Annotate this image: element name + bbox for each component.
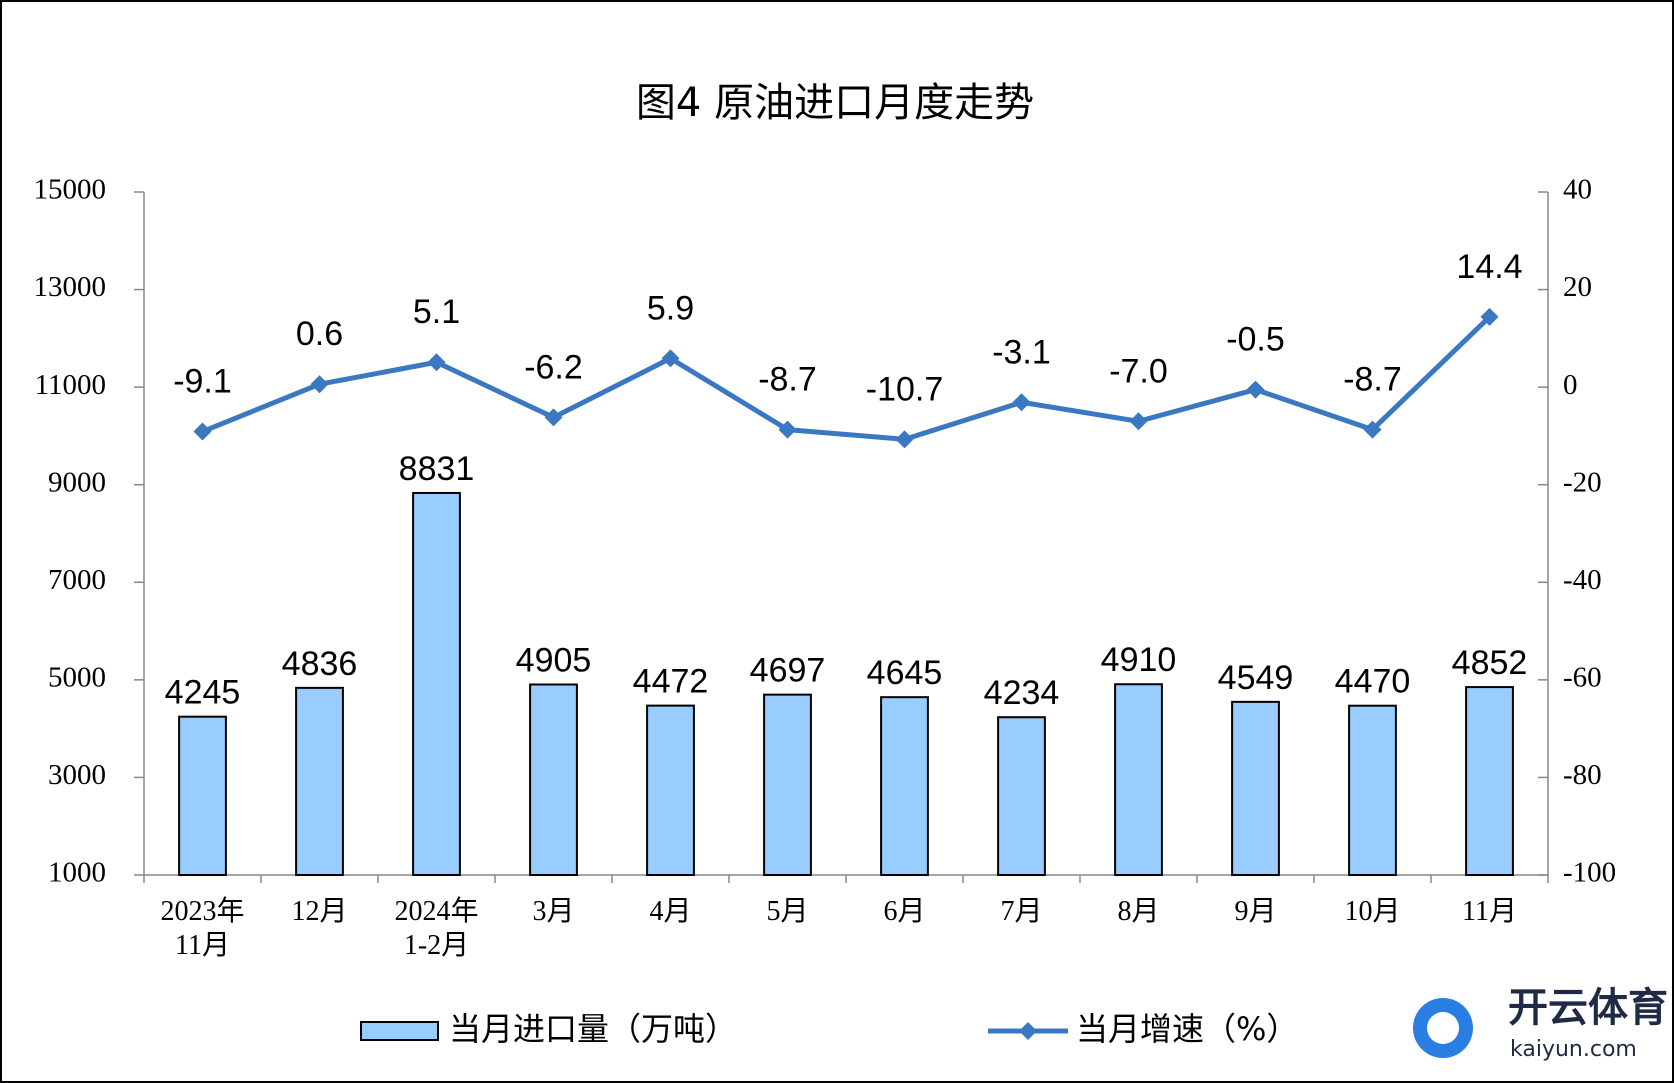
line-value-label: -6.2	[524, 348, 583, 386]
line-marker	[661, 349, 680, 368]
bar-value-label: 4472	[633, 663, 709, 701]
x-tick-label: 3月	[532, 896, 575, 927]
chart-title: 图4 原油进口月度走势	[636, 80, 1034, 126]
line-value-label: 5.9	[647, 289, 694, 327]
x-tick-label: 7月	[1000, 896, 1043, 927]
y-tick-label: 11000	[35, 369, 106, 401]
y2-tick-label: -80	[1563, 759, 1602, 791]
x-tick-label: 10月	[1344, 896, 1401, 927]
line-value-label: 14.4	[1456, 248, 1522, 286]
watermark: 开云体育 kaiyun.com	[1413, 985, 1668, 1062]
bar	[646, 704, 695, 877]
line-marker	[895, 430, 914, 449]
line-value-label: -0.5	[1226, 321, 1285, 359]
bar	[529, 683, 578, 876]
y2-tick-label: -100	[1563, 857, 1616, 889]
line-marker	[193, 422, 212, 441]
y2-tick-label: 0	[1563, 369, 1578, 401]
line-marker	[1480, 307, 1499, 326]
y-tick-label: 15000	[34, 174, 107, 206]
x-tick-label: 11月	[1462, 896, 1517, 927]
bar-value-label: 4645	[867, 654, 943, 692]
x-tick-label: 12月	[291, 896, 348, 927]
bar	[178, 715, 227, 877]
y2-tick-label: 20	[1563, 271, 1592, 303]
x-tick-label: 9月	[1234, 896, 1277, 927]
line-marker	[1129, 412, 1148, 431]
line-value-label: -8.7	[1343, 361, 1402, 399]
line-marker	[778, 420, 797, 439]
y-tick-label: 13000	[34, 271, 107, 303]
y-tick-label: 1000	[48, 857, 106, 889]
bar	[880, 696, 929, 877]
bar-value-label: 4234	[984, 674, 1060, 712]
line-value-label: 0.6	[296, 315, 343, 353]
bar	[1348, 704, 1397, 876]
line-marker	[310, 375, 329, 394]
line-value-label: -10.7	[866, 370, 944, 408]
bar-value-label: 4549	[1218, 659, 1294, 697]
x-tick-label: 8月	[1117, 896, 1160, 927]
x-tick-label: 2023年 11月	[160, 896, 245, 961]
bar	[1465, 686, 1514, 877]
y-tick-label: 7000	[48, 564, 106, 596]
y-tick-label: 3000	[48, 759, 106, 791]
legend-swatch	[360, 1021, 439, 1041]
bar-value-label: 8831	[399, 450, 475, 488]
bar-value-label: 4697	[750, 652, 826, 690]
bar-value-label: 4905	[516, 641, 592, 679]
bar	[412, 491, 461, 876]
y-tick-label: 9000	[48, 466, 106, 498]
line-marker	[1363, 420, 1382, 439]
watermark-icon	[1427, 1012, 1459, 1044]
watermark-brand: 开云体育	[1508, 985, 1668, 1031]
y2-tick-label: -40	[1563, 564, 1602, 596]
legend-label: 当月进口量（万吨）	[449, 1010, 737, 1048]
line-marker	[1246, 380, 1265, 399]
x-tick-label: 6月	[883, 896, 926, 927]
line-marker	[1012, 393, 1031, 412]
y2-tick-label: -20	[1563, 466, 1602, 498]
line-marker	[427, 353, 446, 372]
line-value-label: 5.1	[413, 293, 460, 331]
y2-tick-label: 40	[1563, 174, 1592, 206]
line-value-label: -3.1	[992, 333, 1051, 371]
bar-value-label: 4245	[165, 674, 241, 712]
line-marker	[544, 408, 563, 427]
y2-tick-label: -60	[1563, 662, 1602, 694]
bar	[1114, 683, 1163, 876]
line	[201, 315, 1492, 442]
bar-value-label: 4910	[1101, 641, 1177, 679]
bar	[997, 716, 1046, 876]
x-tick-label: 2024年 1-2月	[394, 896, 479, 961]
line-value-label: -8.7	[758, 361, 817, 399]
bar-value-label: 4852	[1452, 644, 1528, 682]
legend-label: 当月增速（%）	[1076, 1010, 1298, 1048]
bar-value-label: 4836	[282, 645, 358, 683]
x-tick-label: 5月	[766, 896, 809, 927]
bar	[1231, 700, 1280, 876]
legend-swatch	[1019, 1022, 1037, 1040]
x-tick-label: 4月	[649, 896, 692, 927]
bar	[295, 686, 344, 876]
bar-value-label: 4470	[1335, 663, 1411, 701]
y-tick-label: 5000	[48, 662, 106, 694]
watermark-site: kaiyun.com	[1510, 1037, 1637, 1062]
line-value-label: -7.0	[1109, 352, 1168, 390]
line-value-label: -9.1	[173, 363, 232, 401]
bar	[763, 693, 812, 876]
